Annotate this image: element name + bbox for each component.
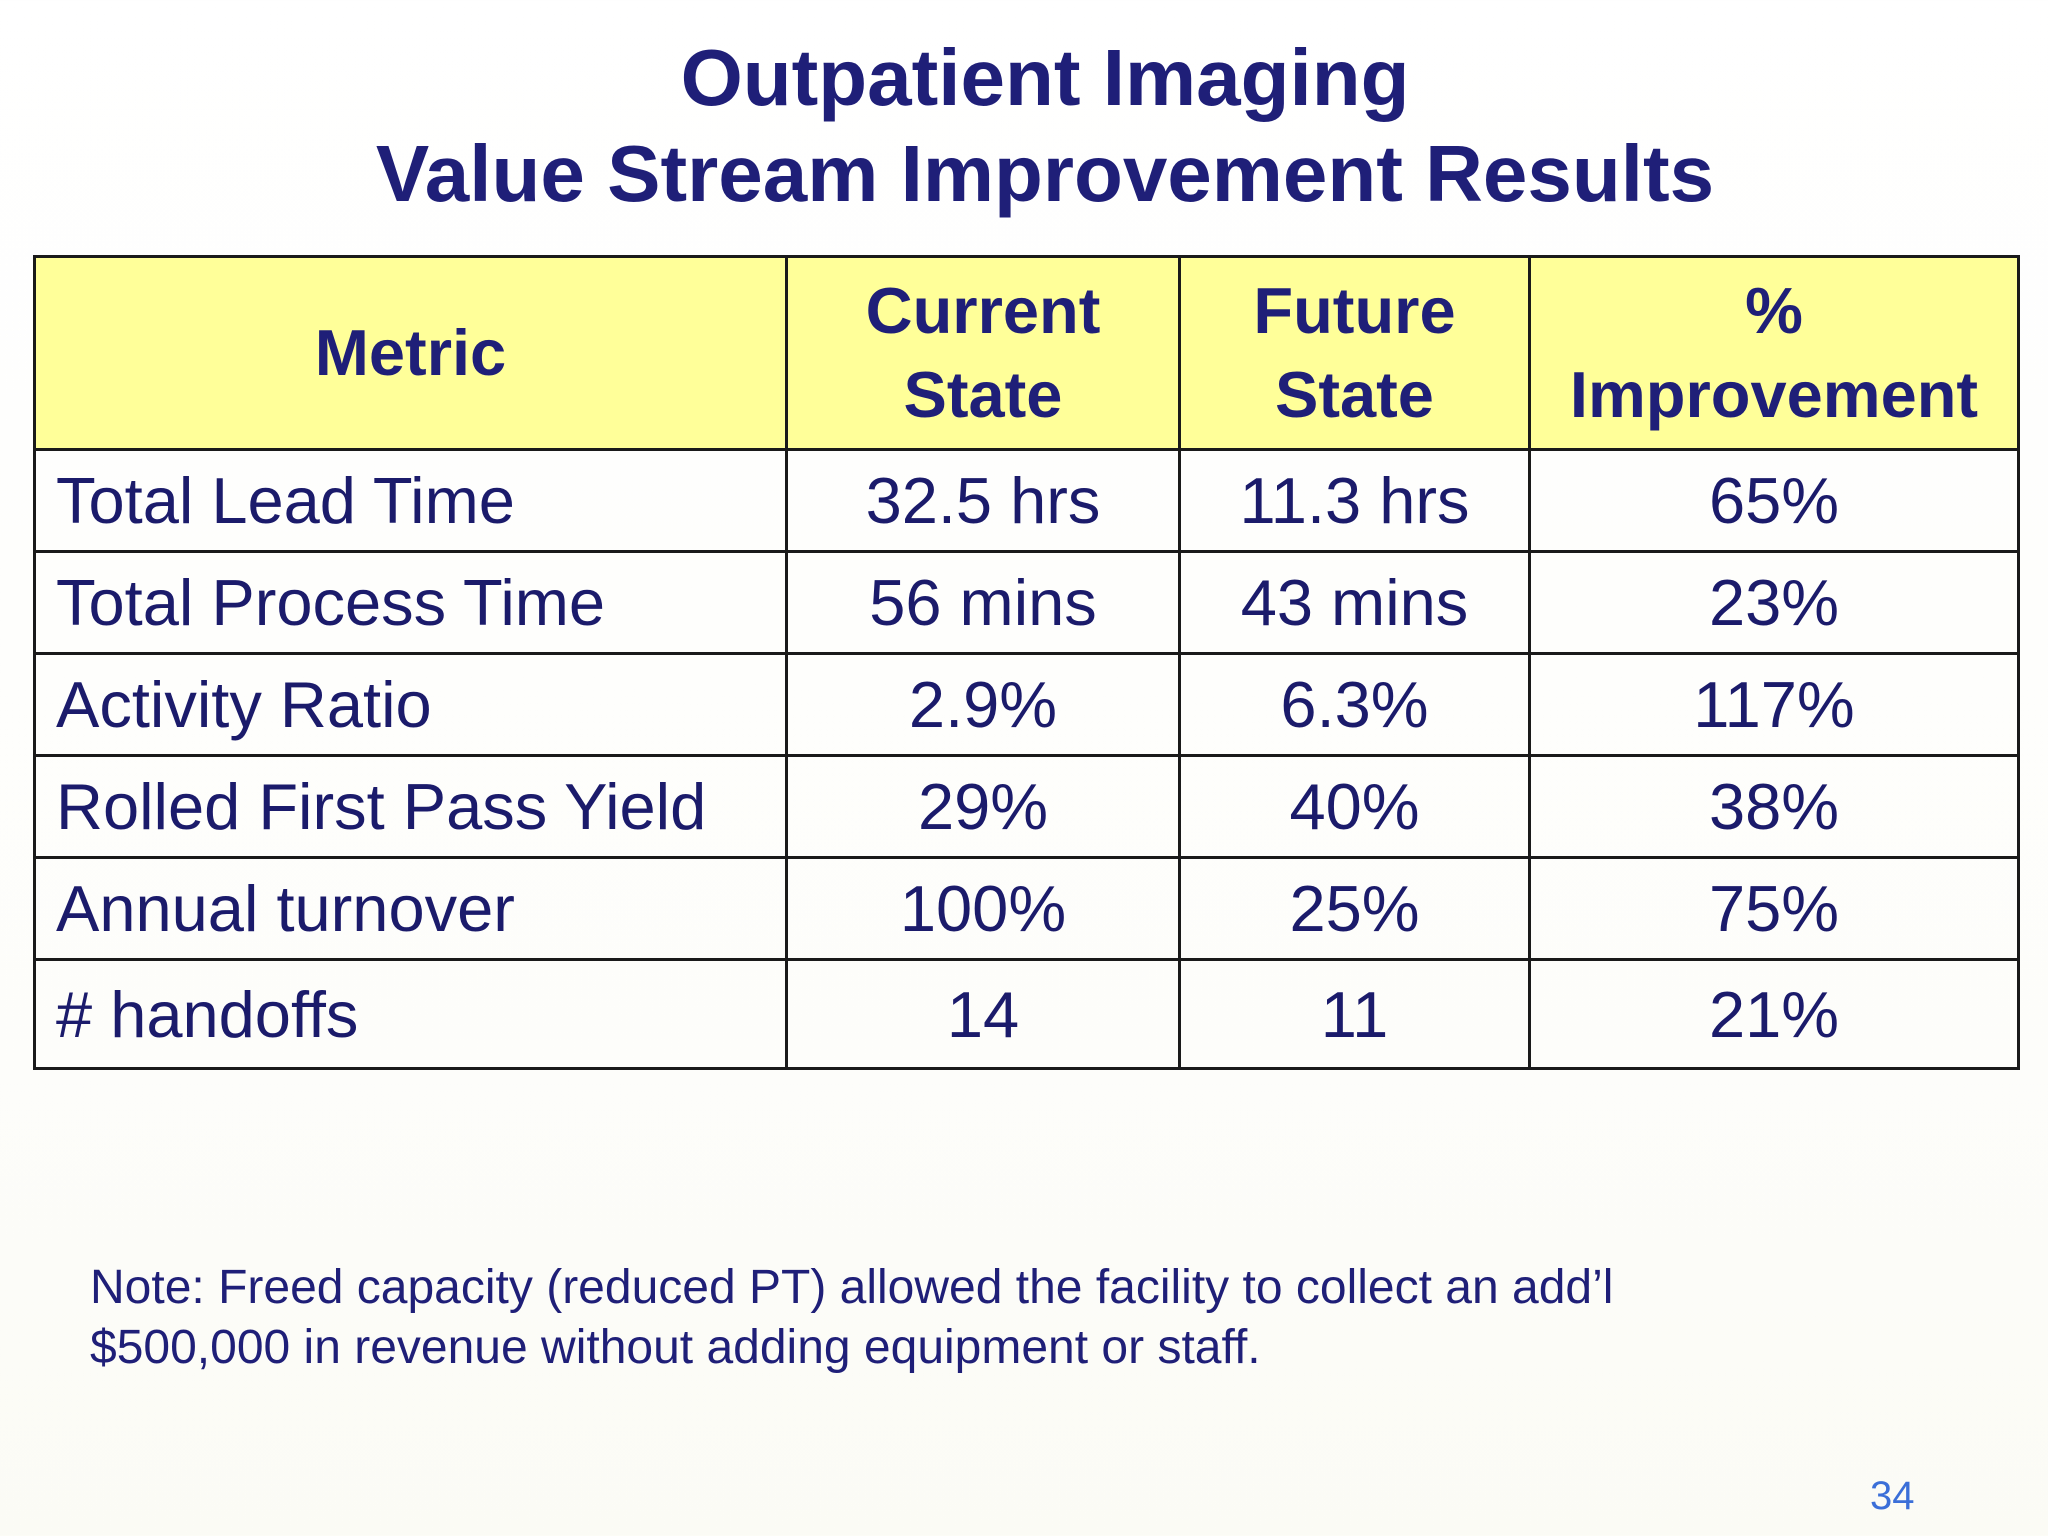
metric-cell: # handoffs	[33, 958, 788, 1070]
improvement-cell: 23%	[1528, 550, 2020, 655]
future-state-cell: 40%	[1178, 754, 1531, 859]
future-state-cell: 11	[1178, 958, 1531, 1070]
header-future-line-2: State	[1275, 358, 1434, 431]
current-state-cell: 100%	[785, 856, 1181, 961]
current-state-cell: 2.9%	[785, 652, 1181, 757]
slide-title-line-2: Value Stream Improvement Results	[375, 129, 1715, 218]
metric-cell: Total Process Time	[33, 550, 788, 655]
footnote-line-1: Note: Freed capacity (reduced PT) allowe…	[90, 1261, 1614, 1314]
results-table: Metric Current State Future State % Impr…	[33, 255, 2020, 1070]
table-row: Total Process Time 56 mins 43 mins 23%	[33, 550, 2020, 655]
table-row: Rolled First Pass Yield 29% 40% 38%	[33, 754, 2020, 859]
header-improvement-line-1: %	[1745, 274, 1803, 347]
metric-cell: Rolled First Pass Yield	[33, 754, 788, 859]
current-state-cell: 32.5 hrs	[785, 448, 1181, 553]
footnote-line-2: $500,000 in revenue without adding equip…	[90, 1321, 1261, 1374]
footnote: Note: Freed capacity (reduced PT) allowe…	[90, 1258, 1790, 1378]
header-current-line-1: Current	[865, 274, 1101, 347]
header-improvement: % Improvement	[1528, 255, 2020, 451]
future-state-cell: 6.3%	[1178, 652, 1531, 757]
metric-cell: Annual turnover	[33, 856, 788, 961]
table-row: Total Lead Time 32.5 hrs 11.3 hrs 65%	[33, 448, 2020, 553]
header-future-state: Future State	[1178, 255, 1531, 451]
metric-cell: Activity Ratio	[33, 652, 788, 757]
header-current-state: Current State	[785, 255, 1181, 451]
current-state-cell: 14	[785, 958, 1181, 1070]
improvement-cell: 38%	[1528, 754, 2020, 859]
current-state-cell: 56 mins	[785, 550, 1181, 655]
table-row: # handoffs 14 11 21%	[33, 958, 2020, 1070]
header-current-line-2: State	[903, 358, 1063, 431]
future-state-cell: 25%	[1178, 856, 1531, 961]
future-state-cell: 43 mins	[1178, 550, 1531, 655]
table-header-row: Metric Current State Future State % Impr…	[33, 255, 2020, 451]
header-metric: Metric	[33, 255, 788, 451]
improvement-cell: 117%	[1528, 652, 2020, 757]
header-future-line-1: Future	[1253, 274, 1456, 347]
table-row: Annual turnover 100% 25% 75%	[33, 856, 2020, 961]
header-improvement-line-2: Improvement	[1569, 358, 1979, 431]
header-metric-label: Metric	[314, 316, 507, 389]
improvement-cell: 65%	[1528, 448, 2020, 553]
slide-title-line-1: Outpatient Imaging	[680, 33, 1410, 122]
table-row: Activity Ratio 2.9% 6.3% 117%	[33, 652, 2020, 757]
current-state-cell: 29%	[785, 754, 1181, 859]
improvement-cell: 21%	[1528, 958, 2020, 1070]
metric-cell: Total Lead Time	[33, 448, 788, 553]
slide-title: Outpatient Imaging Value Stream Improvem…	[0, 30, 2048, 222]
future-state-cell: 11.3 hrs	[1178, 448, 1531, 553]
page-number: 34	[1870, 1474, 1915, 1518]
improvement-cell: 75%	[1528, 856, 2020, 961]
